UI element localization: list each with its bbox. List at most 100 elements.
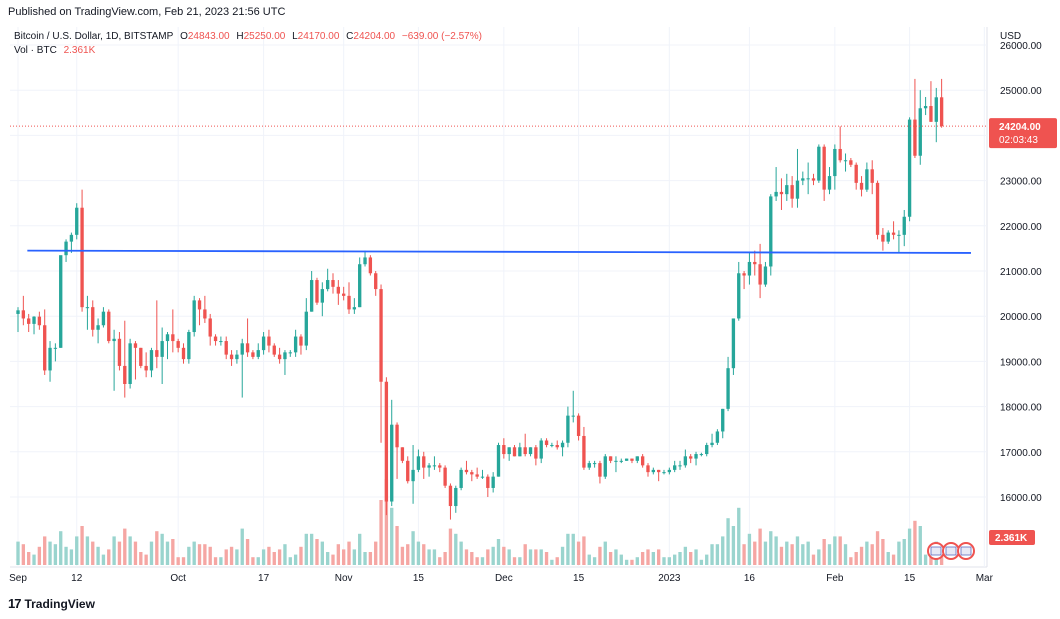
price-chart[interactable]: 26000.0025000.0024000.0023000.0022000.00… — [0, 0, 1060, 595]
volume-bar — [833, 536, 837, 565]
candle-body — [630, 458, 634, 461]
candle-body — [192, 300, 196, 333]
high-value: 25250.00 — [243, 31, 286, 42]
candle-body — [379, 289, 383, 382]
candle — [881, 228, 885, 251]
candle-body — [571, 415, 575, 417]
candle-body — [277, 354, 282, 360]
candle — [299, 334, 303, 355]
currency-label: USD — [1000, 31, 1021, 42]
volume-bar — [107, 549, 111, 565]
volume-bar — [480, 557, 485, 565]
candle — [379, 284, 383, 443]
candle-body — [256, 350, 260, 357]
candle — [614, 456, 618, 473]
candle — [277, 347, 282, 364]
candle — [181, 343, 186, 364]
candle — [219, 336, 223, 346]
time-tick-label: 12 — [71, 573, 83, 584]
candle-body — [459, 469, 463, 488]
candle — [43, 309, 47, 375]
candle — [470, 469, 474, 482]
candle — [608, 456, 613, 464]
candle — [539, 438, 543, 464]
candle — [566, 406, 570, 448]
candle-body — [155, 350, 159, 357]
time-tick-label: Mar — [976, 573, 994, 584]
volume-bar — [897, 541, 901, 565]
volume-bar — [689, 552, 693, 565]
candle — [165, 332, 170, 360]
volume-bar — [139, 552, 143, 565]
candle — [769, 194, 773, 276]
volume-bar — [219, 557, 223, 565]
volume-bar — [358, 533, 362, 565]
volume-bar — [112, 536, 116, 565]
volume-bar — [721, 536, 725, 565]
candle-body — [881, 234, 885, 242]
time-tick-label: Dec — [495, 573, 513, 584]
candle-body — [139, 347, 143, 366]
candle-body — [288, 352, 292, 354]
candle — [507, 447, 511, 461]
candle-body — [560, 442, 565, 448]
candle-body — [528, 447, 533, 455]
candle-body — [470, 472, 474, 475]
candle-body — [624, 458, 629, 461]
candle-body — [315, 280, 319, 303]
candle — [528, 447, 533, 457]
candle-body — [721, 408, 725, 432]
volume-bar — [400, 546, 405, 565]
volume-bar — [395, 526, 399, 565]
volume-bar — [747, 533, 752, 565]
volume-bar — [651, 552, 655, 565]
candle-body — [662, 472, 666, 474]
candle — [192, 295, 196, 337]
price-tick-label: 18000.00 — [1000, 403, 1042, 414]
candle — [422, 451, 426, 479]
candle — [432, 456, 437, 470]
candle — [753, 250, 757, 276]
volume-bar — [438, 557, 442, 565]
candle-body — [587, 463, 591, 468]
candle-body — [523, 447, 527, 455]
volume-bar — [123, 528, 127, 565]
volume-bar — [694, 549, 698, 565]
candle — [865, 162, 869, 192]
volume-bar — [710, 544, 714, 565]
candle-body — [582, 435, 586, 468]
candle-body — [85, 307, 90, 309]
candle — [128, 338, 132, 389]
candle — [737, 261, 741, 321]
volume-bar — [560, 546, 565, 565]
volume-bar — [603, 541, 607, 565]
close-label: C — [346, 31, 354, 42]
candle-body — [678, 465, 682, 467]
candle — [171, 309, 175, 353]
tradingview-logo-icon: 17 — [8, 596, 22, 611]
volume-bar — [213, 557, 218, 565]
candle-body — [827, 176, 832, 190]
price-tick-label: 26000.00 — [1000, 41, 1042, 52]
candle — [69, 232, 74, 253]
volume-bar — [598, 546, 602, 565]
candle-body — [480, 476, 485, 478]
candle-body — [598, 463, 602, 477]
candle — [907, 117, 912, 222]
candle-body — [128, 343, 132, 384]
volume-bar — [59, 531, 63, 565]
candle-body — [144, 365, 148, 371]
candle-body — [496, 445, 501, 477]
volume-bar — [363, 552, 367, 565]
time-tick-label: 15 — [904, 573, 916, 584]
candle — [838, 126, 842, 163]
candle-body — [59, 255, 63, 348]
candle — [347, 282, 351, 314]
volume-bar — [315, 539, 319, 565]
candle-body — [219, 341, 223, 343]
candle-body — [566, 415, 570, 443]
volume-bar — [16, 541, 20, 565]
volume-bar — [96, 546, 100, 565]
candle-body — [422, 456, 426, 468]
volume-bar — [673, 554, 677, 565]
